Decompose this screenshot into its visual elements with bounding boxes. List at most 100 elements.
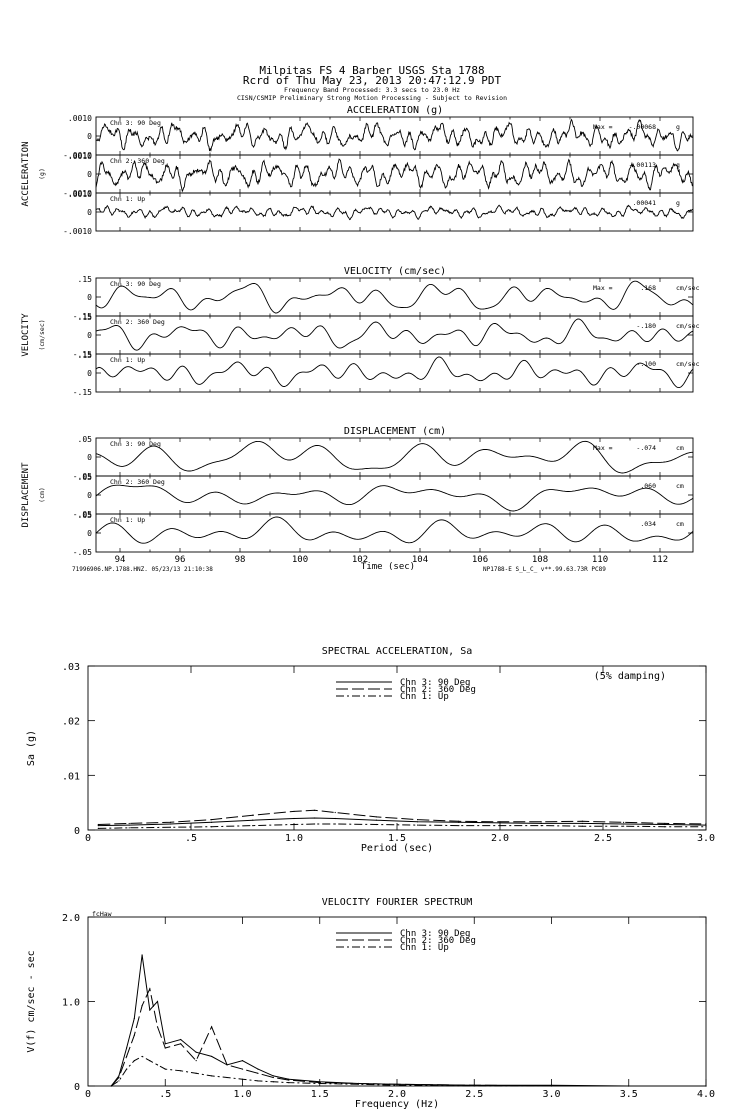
y-tick-label: .01 [62,771,80,782]
y-top-label: .15 [78,275,93,284]
data-point [97,827,99,829]
y-bottom-label: -.0010 [63,189,92,198]
data-point [164,1043,166,1045]
data-point [211,1055,213,1058]
panel-side-unit: (cm) [38,487,46,503]
y-tick-label: 0 [74,826,80,837]
data-point [550,1084,553,1086]
damping-annotation: (5% damping) [594,671,666,682]
data-point [499,822,501,824]
data-point [705,824,707,826]
data-point [128,827,130,829]
data-point [314,823,316,825]
data-point [664,823,666,826]
channel-unit: g [676,161,680,169]
data-point [417,821,419,823]
y-tick-label: .03 [62,662,80,673]
time-tick-label: 104 [412,555,428,565]
y-bottom-label: -.05 [73,548,92,557]
channel-waveform [95,204,694,221]
channel-max-value: .034 [640,520,656,528]
data-point [417,824,419,826]
y-top-label: .05 [78,473,93,482]
data-point [226,1076,228,1079]
data-point [581,825,584,827]
data-point [314,809,316,811]
data-point [540,825,542,827]
y-top-label: .15 [78,313,93,322]
panel-acceleration: ACCELERATION (g) ACCELERATION (g) .0010 0 -.0… [21,105,694,236]
x-axis-label: Period (sec) [361,843,433,854]
x-tick-label: 2.5 [594,833,612,844]
data-point [149,988,151,990]
data-point [211,826,213,828]
chart-title: VELOCITY FOURIER SPECTRUM [322,897,473,908]
data-point [180,1043,182,1045]
channel-frame [95,513,694,553]
channel-unit: cm [676,520,684,528]
channel-max-value: -.00068 [629,123,656,131]
panel-side-unit: (cm/sec) [38,319,46,350]
data-point [473,1084,475,1086]
data-point [133,1034,135,1036]
series-line [110,987,706,1087]
y-top-label: .0010 [68,152,92,161]
data-point [272,1081,274,1083]
data-point [211,821,213,823]
data-point [241,1078,244,1080]
channel-label: Chn 2: 360 Deg [110,157,165,165]
data-point [417,819,419,821]
data-point [257,1068,259,1070]
data-point [375,823,377,826]
data-point [133,1060,135,1062]
plot-frame [87,916,707,1087]
time-tick-label: 102 [352,555,368,565]
data-point [581,820,584,822]
channel-frame [95,475,694,515]
x-axis-label: Frequency (Hz) [355,1099,439,1110]
channel-label: Chn 3: 90 Deg [110,280,161,288]
y-bottom-label: -.05 [73,472,92,481]
data-point [705,823,707,825]
x-tick-label: 1.5 [388,833,406,844]
data-point [169,823,171,825]
channel-label: Chn 2: 360 Deg [110,478,165,486]
y-zero-label: 0 [87,208,92,217]
frequency-band: Frequency Band Processed: 3.3 secs to 23… [284,86,460,94]
data-point [211,819,213,821]
channel-frame [95,315,694,355]
data-point [319,1082,321,1084]
data-point [149,1009,151,1011]
data-point [540,821,542,823]
data-point [293,817,295,820]
data-point [581,822,584,825]
time-tick-label: 94 [115,555,126,565]
y-bottom-label: -.0010 [63,227,92,236]
panel-title: ACCELERATION (g) [347,105,443,116]
channel-unit: cm/sec [676,322,700,330]
y-tick-label: 1.0 [62,998,80,1009]
legend-entry: Chn 3: 90 Deg [400,678,470,688]
channel-unit: g [676,199,680,207]
data-point [141,1005,143,1007]
data-point [499,821,501,823]
x-tick-label: 1.0 [285,833,303,844]
data-point [164,1047,166,1049]
channel-frame [95,353,694,393]
data-point [252,819,254,821]
x-origin-label: 0 [85,833,91,844]
y-top-label: .15 [78,351,93,360]
data-point [272,1076,274,1079]
channel-waveform [95,516,694,544]
channel-unit: cm/sec [676,284,700,292]
data-point [156,1064,159,1066]
footer-left: 71996906.NP.1788.HNZ. 05/23/13 21:10:38 [72,566,213,573]
y-zero-label: 0 [87,529,92,538]
data-point [211,1075,213,1077]
data-point [319,1082,321,1085]
data-point [396,1084,398,1086]
y-bottom-label: -.15 [73,388,92,397]
data-point [180,1038,182,1041]
data-point [257,1080,259,1082]
processing-notice: CISN/CSMIP Preliminary Strong Motion Pro… [237,94,507,102]
